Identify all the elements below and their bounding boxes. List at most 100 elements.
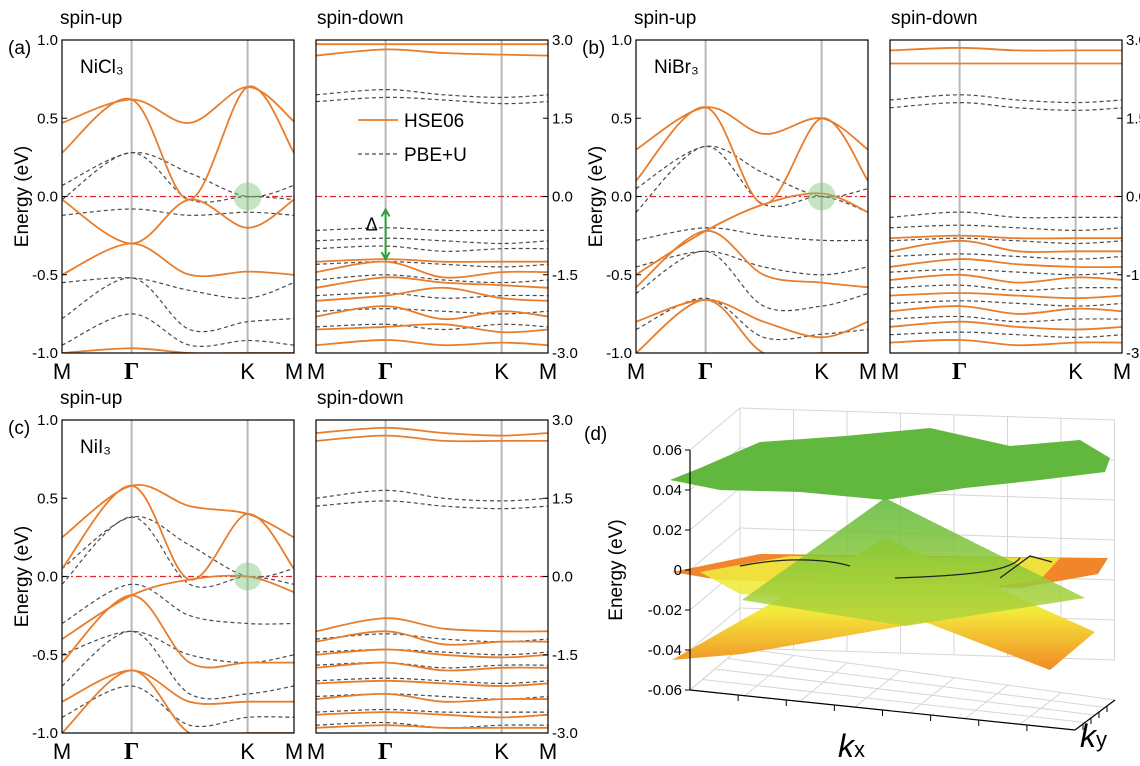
spin-up-title: spin-up	[60, 388, 122, 409]
hse-band-line	[316, 648, 548, 659]
k-point-label: Γ	[952, 359, 967, 385]
pbe-band-line	[62, 685, 294, 728]
spin-down-plot-area	[316, 40, 548, 353]
y-axis-label: Energy (eV)	[12, 526, 33, 627]
spin-down-title: spin-down	[317, 8, 404, 29]
pbe-band-line	[62, 277, 294, 333]
pbe-band-line	[316, 323, 548, 331]
spin-up-plot-area	[62, 420, 294, 733]
y-tick-label: 1.0	[611, 32, 632, 49]
hse-band-line	[316, 630, 548, 646]
k-point-label: K	[240, 359, 255, 384]
legend-hse-label: HSE06	[404, 111, 464, 132]
z-tick-label: -0.02	[648, 602, 682, 619]
hse-band-line	[890, 305, 1122, 315]
upper-cone-surface	[742, 498, 1085, 626]
y-tick-label: -1.0	[32, 725, 58, 742]
y-tick-label: 1.0	[37, 412, 58, 429]
y-tick-label: -0.5	[606, 267, 632, 284]
y-tick-label: 1.5	[1126, 110, 1140, 127]
y-axis-label: Energy (eV)	[586, 146, 607, 247]
y-tick-label: 1.0	[37, 32, 58, 49]
k-point-label: Γ	[124, 359, 139, 385]
grid-line	[702, 679, 1086, 723]
pbe-band-line	[890, 237, 1122, 245]
y-tick-label: -1.0	[32, 345, 58, 362]
spin-up-title: spin-up	[60, 8, 122, 29]
k-point-label: M	[859, 359, 877, 384]
pbe-band-line	[890, 211, 1122, 219]
pbe-band-line	[316, 261, 548, 268]
y-tick-label: -1.0	[606, 345, 632, 362]
grid-line	[739, 647, 1116, 701]
k-point-label: Γ	[378, 739, 393, 765]
hse-band-line	[890, 273, 1122, 284]
pbe-band-line	[636, 250, 868, 276]
spin-up-plot-area	[636, 40, 868, 353]
y-tick-label: 0.0	[611, 189, 632, 206]
pbe-band-line	[62, 630, 294, 700]
material-label: NiI₃	[80, 437, 111, 458]
y-tick-label: -1.5	[1126, 267, 1140, 284]
y-tick-label: -1.5	[552, 647, 578, 664]
spin-down-plot-area	[890, 40, 1122, 353]
z-tick-label: 0.04	[653, 482, 682, 499]
pbe-band-line	[62, 208, 294, 216]
pbe-band-line	[890, 300, 1122, 307]
hse-band-line	[890, 339, 1122, 347]
y-tick-label: 0.5	[611, 110, 632, 127]
y-axis	[1074, 699, 1116, 731]
pbe-band-line	[636, 227, 868, 242]
hse-band-line	[316, 258, 548, 263]
legend-pbe-label: PBE+U	[404, 145, 467, 166]
k-point-label: Γ	[378, 359, 393, 385]
pbe-band-line	[62, 630, 294, 664]
hse-band-line	[316, 260, 548, 279]
x-axis-label-main: k	[838, 728, 856, 764]
hse-band-line	[316, 323, 548, 334]
y-tick-label: 0.5	[37, 490, 58, 507]
flat-band-surface	[670, 428, 1110, 500]
hse-band-line	[62, 85, 294, 201]
k-point-label: M	[53, 359, 71, 384]
y-tick-label: 0.0	[552, 189, 573, 206]
k-point-label: M	[539, 739, 557, 764]
y-tick-label: 3.0	[552, 412, 573, 429]
y-tick-label: -3.0	[552, 345, 578, 362]
pbe-band-line	[316, 274, 548, 284]
y-tick-label: 0.0	[37, 569, 58, 586]
z-axis-label: Energy (eV)	[606, 519, 627, 620]
hse-band-line	[62, 669, 294, 705]
k-point-label: M	[285, 739, 303, 764]
pbe-band-line	[316, 500, 548, 510]
spin-down-title: spin-down	[317, 388, 404, 409]
y-axis-label-sub: y	[1096, 727, 1107, 752]
hse-band-line	[316, 276, 548, 289]
k-point-label: M	[1113, 359, 1131, 384]
y-tick-label: -1.5	[552, 267, 578, 284]
pbe-band-line	[890, 331, 1122, 339]
hse-band-line	[316, 692, 548, 703]
pbe-band-line	[316, 227, 548, 232]
pbe-band-line	[316, 237, 548, 245]
spin-down-title: spin-down	[891, 8, 978, 29]
surface-panel-d: (d) 0.06 0.04 0.02 0 -0.02 -0.04 -0.06 Energy (e…	[584, 407, 1116, 764]
hse-band-line	[62, 483, 294, 539]
hse-band-line	[316, 617, 548, 633]
gap-arrow-head-down	[380, 251, 391, 262]
y-tick-label: 1.5	[552, 110, 573, 127]
pbe-band-line	[890, 224, 1122, 232]
hse-band-line	[636, 298, 868, 339]
pbe-band-line	[890, 94, 1122, 104]
y-axis-label-main: k	[1080, 718, 1098, 754]
x-axis-label: kx	[838, 728, 865, 764]
pbe-band-line	[316, 96, 548, 105]
band-panel-a: spin-up spin-down (a) NiCl₃ Energy (eV) 1.0 0.…	[8, 8, 578, 385]
pbe-band-line	[62, 516, 294, 588]
dirac-point-highlight	[233, 562, 262, 591]
fermi-contour	[999, 555, 1053, 579]
panel-label: (c)	[8, 418, 30, 439]
hse-band-line	[62, 669, 294, 733]
y-tick-label: -3.0	[552, 725, 578, 742]
z-tick-label: -0.06	[648, 682, 682, 699]
